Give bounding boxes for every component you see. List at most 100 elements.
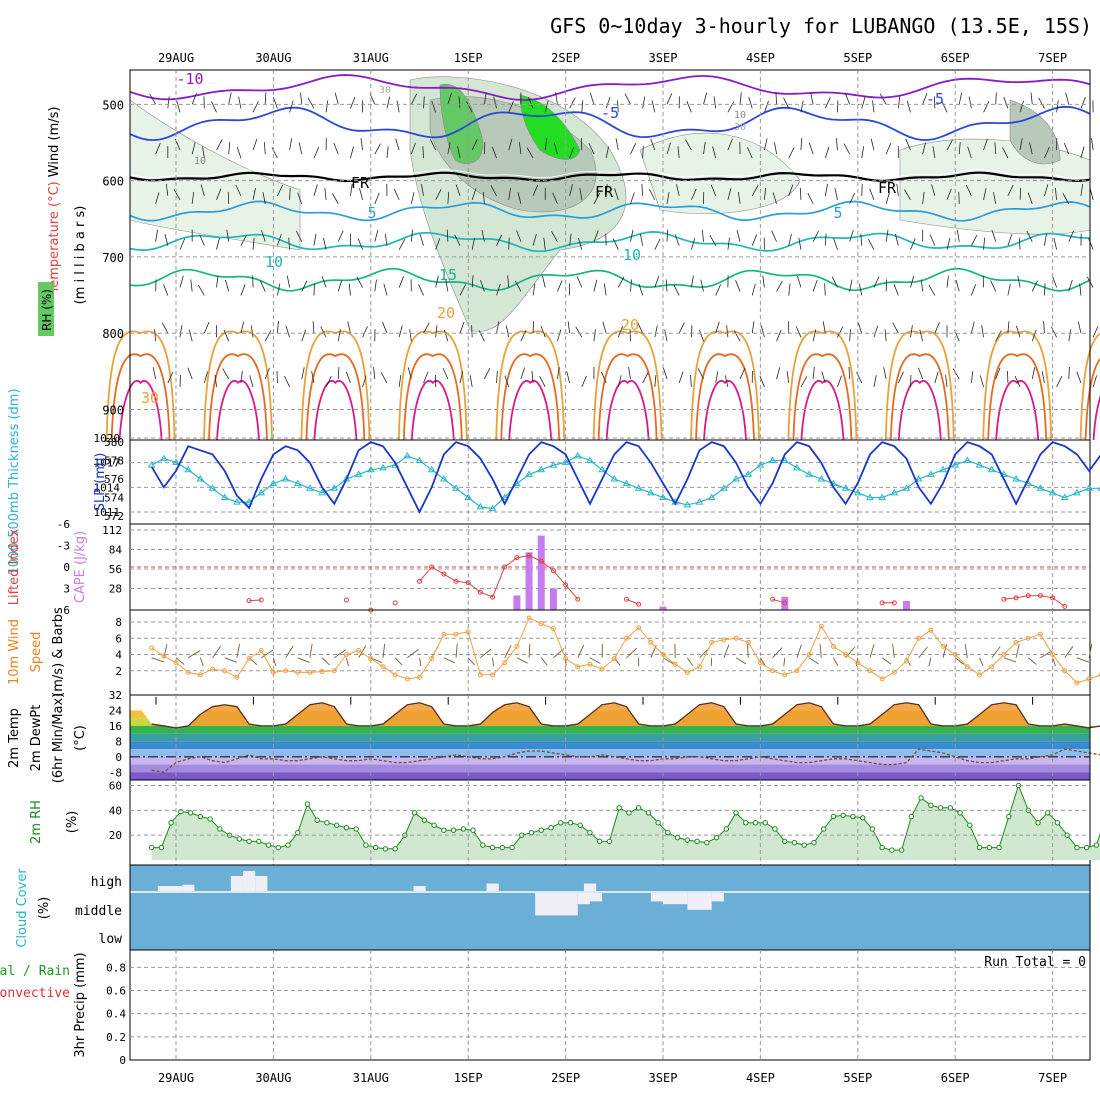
wind-barb	[1056, 100, 1059, 113]
wind-barb	[398, 276, 405, 288]
cape-bar	[513, 595, 521, 610]
cloud-high-bar	[583, 883, 597, 891]
thickness-point	[439, 475, 448, 482]
date-tick-bottom: 6SEP	[941, 1071, 970, 1085]
wind-barb	[154, 329, 157, 342]
temp-band	[130, 749, 1090, 757]
thickness-point	[1048, 488, 1057, 496]
wind-barb	[712, 146, 717, 159]
wind-barb-10m	[1003, 657, 1017, 663]
thickness-point	[744, 470, 753, 477]
contour-label: 15	[439, 266, 457, 284]
precip-tick: 0.8	[106, 961, 126, 974]
wind-barb	[337, 230, 344, 242]
wind-barb	[579, 187, 583, 200]
wind-barb	[496, 321, 500, 334]
thickness-point	[330, 484, 339, 491]
wind-barb-10m	[942, 644, 948, 658]
wind-barb	[398, 238, 406, 250]
wind-barb	[471, 325, 473, 338]
wind-barb	[517, 192, 522, 204]
rh-point	[1074, 844, 1080, 851]
wind-barb-10m	[199, 657, 204, 667]
thickness-point	[878, 493, 887, 500]
wind-barb	[1027, 192, 1033, 205]
wind-barb	[167, 96, 170, 109]
precip-axis-label-3: Convective	[0, 986, 70, 1001]
wind-barb	[216, 188, 222, 201]
wind-barb	[739, 92, 742, 105]
rh-point	[460, 826, 467, 832]
contour-label: FR	[351, 174, 370, 192]
li-point	[417, 578, 422, 584]
wind-barb	[173, 189, 181, 201]
wind-barb	[459, 284, 466, 296]
contour-label: FR	[595, 183, 614, 201]
wind-point	[429, 656, 435, 662]
wind-barb	[320, 326, 327, 338]
wind-barb	[858, 283, 863, 296]
thickness-point	[525, 470, 533, 477]
wind-barb	[350, 97, 356, 109]
wind-barb	[678, 371, 684, 384]
wind-barb	[324, 187, 327, 200]
wind-barb	[374, 143, 381, 155]
rh-tick: 60	[109, 779, 122, 792]
date-tick-bottom: 2SEP	[551, 1071, 580, 1085]
wind-barb	[458, 96, 461, 109]
wind-barb	[277, 321, 279, 334]
wind-barb	[922, 191, 925, 204]
wind-point	[550, 626, 556, 632]
wind-barb-10m	[248, 657, 258, 666]
thickness-point	[245, 498, 253, 505]
wind-barb	[946, 139, 954, 151]
wind-barb	[350, 146, 354, 159]
wind-barb-10m	[346, 657, 349, 667]
wind-barb	[471, 275, 474, 288]
wind-barb	[724, 375, 729, 388]
wind-barb	[149, 93, 156, 105]
thickness-point	[366, 465, 375, 473]
wind-barb	[422, 146, 424, 159]
rh-point	[1006, 813, 1012, 820]
wind-barb	[240, 234, 247, 246]
cloud-level-label: middle	[75, 904, 122, 919]
cape-bar	[549, 588, 557, 610]
wind-barb	[519, 142, 522, 155]
wind-barb	[1030, 92, 1033, 105]
wind-barb	[983, 237, 985, 250]
wind-barb	[313, 233, 317, 246]
wind-barb	[435, 238, 441, 250]
wind-barb-10m	[833, 657, 839, 666]
wind-barb	[395, 138, 400, 151]
wind-barb	[313, 283, 315, 296]
wind-barb	[198, 284, 205, 296]
wind-barb	[569, 233, 572, 246]
wind-point	[1025, 635, 1031, 641]
wind-barb	[910, 275, 915, 288]
thickness-point	[707, 493, 716, 500]
wind-barb	[605, 146, 610, 159]
wind-barb	[617, 375, 622, 388]
wind-barb	[991, 230, 997, 242]
wind-barb	[605, 183, 608, 196]
slp-tick: 1020	[94, 432, 121, 445]
wind-barb	[252, 237, 255, 250]
wind-barb	[541, 275, 546, 288]
wind-barb	[410, 192, 415, 204]
temp-tick: 24	[109, 704, 123, 717]
wind-barb	[812, 230, 819, 242]
wind-barb	[369, 93, 376, 105]
wind-barb	[1088, 238, 1094, 250]
wind-barb	[710, 184, 717, 197]
wind-barb	[776, 280, 783, 292]
wind-barb-10m	[589, 657, 601, 664]
wind-barb	[812, 329, 817, 342]
wind-barb	[155, 229, 158, 242]
wind-barb	[833, 238, 838, 250]
wind-barb	[228, 142, 231, 155]
wind-barb	[466, 101, 473, 113]
wind-barb	[482, 191, 485, 204]
wind-barb	[188, 329, 193, 342]
wind-barb	[1026, 230, 1033, 242]
